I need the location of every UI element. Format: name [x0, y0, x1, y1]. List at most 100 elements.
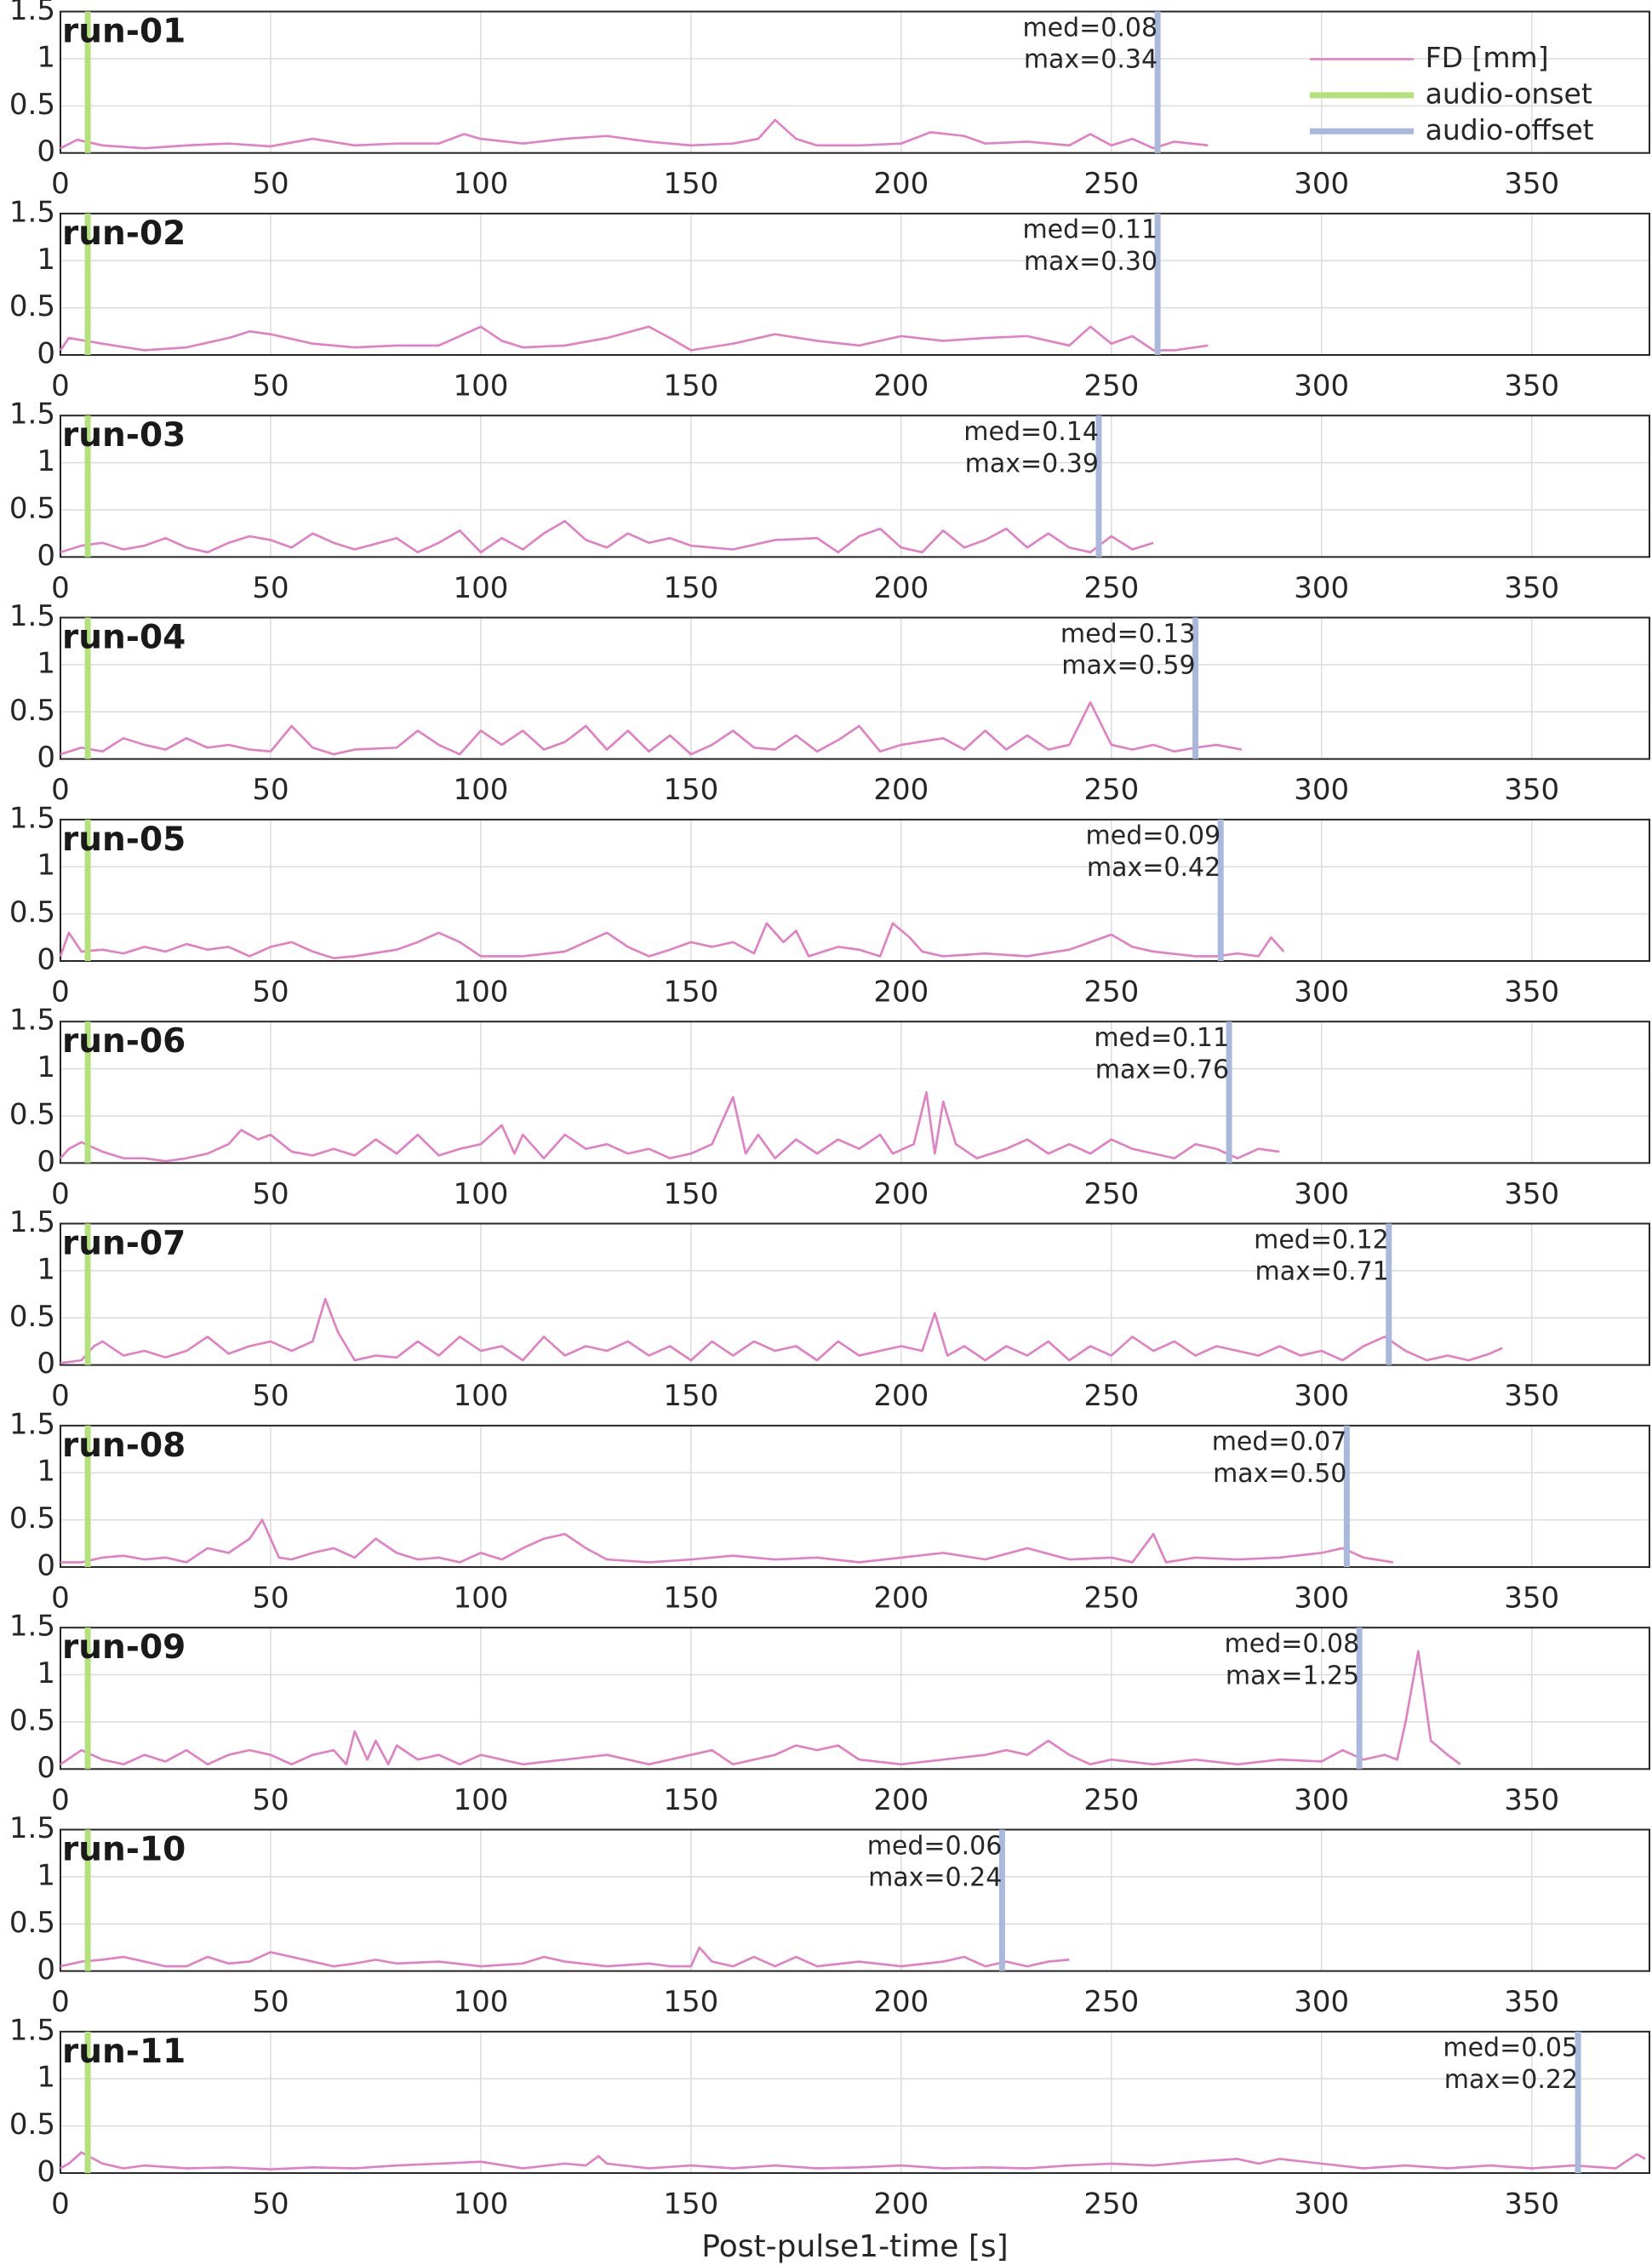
y-tick-label: 0.5 [9, 1906, 55, 1940]
x-tick-label: 250 [1083, 1985, 1139, 2019]
y-tick-label: 0.5 [9, 88, 55, 122]
run-title: run-11 [62, 2033, 186, 2071]
y-tick-label: 0 [37, 1347, 55, 1381]
x-tick-label: 0 [51, 975, 70, 1010]
y-tick-label: 1.5 [9, 0, 55, 27]
legend-label: FD [mm] [1426, 41, 1549, 74]
y-tick-label: 1.5 [9, 801, 55, 835]
annotation: max=1.25 [1226, 1661, 1359, 1690]
axes-frame [60, 1021, 1650, 1164]
x-tick-label: 300 [1294, 1581, 1349, 1615]
x-tick-label: 350 [1504, 1177, 1559, 1211]
x-tick-label: 50 [252, 1177, 289, 1211]
x-tick-label: 50 [252, 1783, 289, 1817]
y-tick-label: 1 [37, 2061, 55, 2095]
y-tick-label: 0.5 [9, 1703, 55, 1737]
y-tick-label: 0.5 [9, 1300, 55, 1334]
y-tick-label: 1.5 [9, 195, 55, 229]
y-tick-label: 0.5 [9, 2108, 55, 2142]
x-tick-label: 300 [1294, 571, 1349, 605]
legend-label: audio-onset [1426, 77, 1592, 110]
x-tick-label: 250 [1083, 1379, 1139, 1413]
fd-line [60, 2151, 1646, 2171]
y-tick-label: 1 [37, 40, 55, 74]
annotation: max=0.71 [1255, 1257, 1388, 1287]
x-tick-label: 200 [873, 2187, 929, 2221]
fd-line [60, 701, 1243, 756]
x-tick-label: 50 [252, 1985, 289, 2019]
annotation: max=0.42 [1087, 853, 1220, 883]
axes-frame [60, 616, 1650, 760]
x-tick-label: 250 [1083, 2187, 1139, 2221]
annotation: med=0.09 [1086, 821, 1221, 851]
x-tick-label: 50 [252, 369, 289, 403]
x-tick-label: 100 [453, 369, 508, 403]
fd-line [59, 325, 1209, 352]
x-tick-label: 200 [873, 1177, 929, 1211]
fd-line [60, 519, 1154, 554]
x-tick-label: 100 [453, 773, 508, 807]
annotation: max=0.76 [1095, 1055, 1229, 1084]
x-tick-label: 150 [663, 975, 718, 1010]
x-tick-label: 350 [1504, 1783, 1559, 1817]
y-tick-label: 0.5 [9, 289, 55, 323]
y-tick-label: 0 [37, 1548, 55, 1582]
fd-line [60, 1519, 1393, 1564]
x-tick-label: 300 [1294, 1379, 1349, 1413]
x-tick-label: 100 [453, 975, 508, 1010]
y-tick-label: 1 [37, 849, 55, 883]
annotation: max=0.30 [1024, 247, 1158, 277]
x-tick-label: 350 [1504, 773, 1559, 807]
run-title: run-10 [62, 1830, 186, 1868]
x-tick-label: 0 [51, 773, 70, 807]
x-tick-label: 250 [1083, 571, 1139, 605]
y-tick-label: 0 [37, 943, 55, 977]
run-title: run-01 [62, 12, 186, 50]
run-title: run-03 [62, 416, 186, 455]
y-tick-label: 1 [37, 646, 55, 680]
y-tick-label: 0.5 [9, 895, 55, 929]
x-tick-label: 0 [51, 1379, 70, 1413]
x-tick-label: 0 [51, 1985, 70, 2019]
run-title: run-02 [62, 214, 186, 253]
x-tick-label: 50 [252, 2187, 289, 2221]
x-tick-label: 50 [252, 773, 289, 807]
x-tick-label: 350 [1504, 975, 1559, 1010]
x-tick-label: 200 [873, 1379, 929, 1413]
run-title: run-06 [62, 1022, 186, 1061]
x-tick-label: 0 [51, 369, 70, 403]
fd-line [60, 1650, 1461, 1766]
axes-frame [60, 2030, 1650, 2174]
x-tick-label: 50 [252, 1581, 289, 1615]
y-tick-label: 0 [37, 337, 55, 371]
x-tick-label: 0 [51, 571, 70, 605]
x-tick-label: 100 [453, 1783, 508, 1817]
x-tick-label: 150 [663, 1379, 718, 1413]
annotation: max=0.24 [868, 1863, 1002, 1893]
y-tick-label: 1 [37, 1858, 55, 1892]
x-tick-label: 250 [1083, 773, 1139, 807]
x-tick-label: 250 [1083, 1783, 1139, 1817]
x-tick-label: 100 [453, 571, 508, 605]
x-tick-label: 350 [1504, 571, 1559, 605]
x-tick-label: 200 [873, 1581, 929, 1615]
x-tick-label: 250 [1083, 1581, 1139, 1615]
x-tick-label: 300 [1294, 369, 1349, 403]
y-tick-label: 0.5 [9, 491, 55, 525]
y-tick-label: 0 [37, 134, 55, 169]
x-tick-label: 100 [453, 1581, 508, 1615]
fd-line [60, 1297, 1503, 1364]
annotation: med=0.11 [1094, 1023, 1229, 1053]
y-tick-label: 0.5 [9, 1097, 55, 1131]
x-tick-label: 0 [51, 167, 70, 201]
y-tick-label: 0 [37, 1751, 55, 1785]
y-tick-label: 0 [37, 741, 55, 775]
x-tick-label: 250 [1083, 975, 1139, 1010]
axes-frame [60, 212, 1650, 357]
x-tick-label: 200 [873, 167, 929, 201]
x-tick-label: 100 [453, 1985, 508, 2019]
run-title: run-04 [62, 618, 186, 656]
x-tick-label: 150 [663, 1783, 718, 1817]
x-axis-label: Post-pulse1-time [s] [701, 2229, 1008, 2264]
